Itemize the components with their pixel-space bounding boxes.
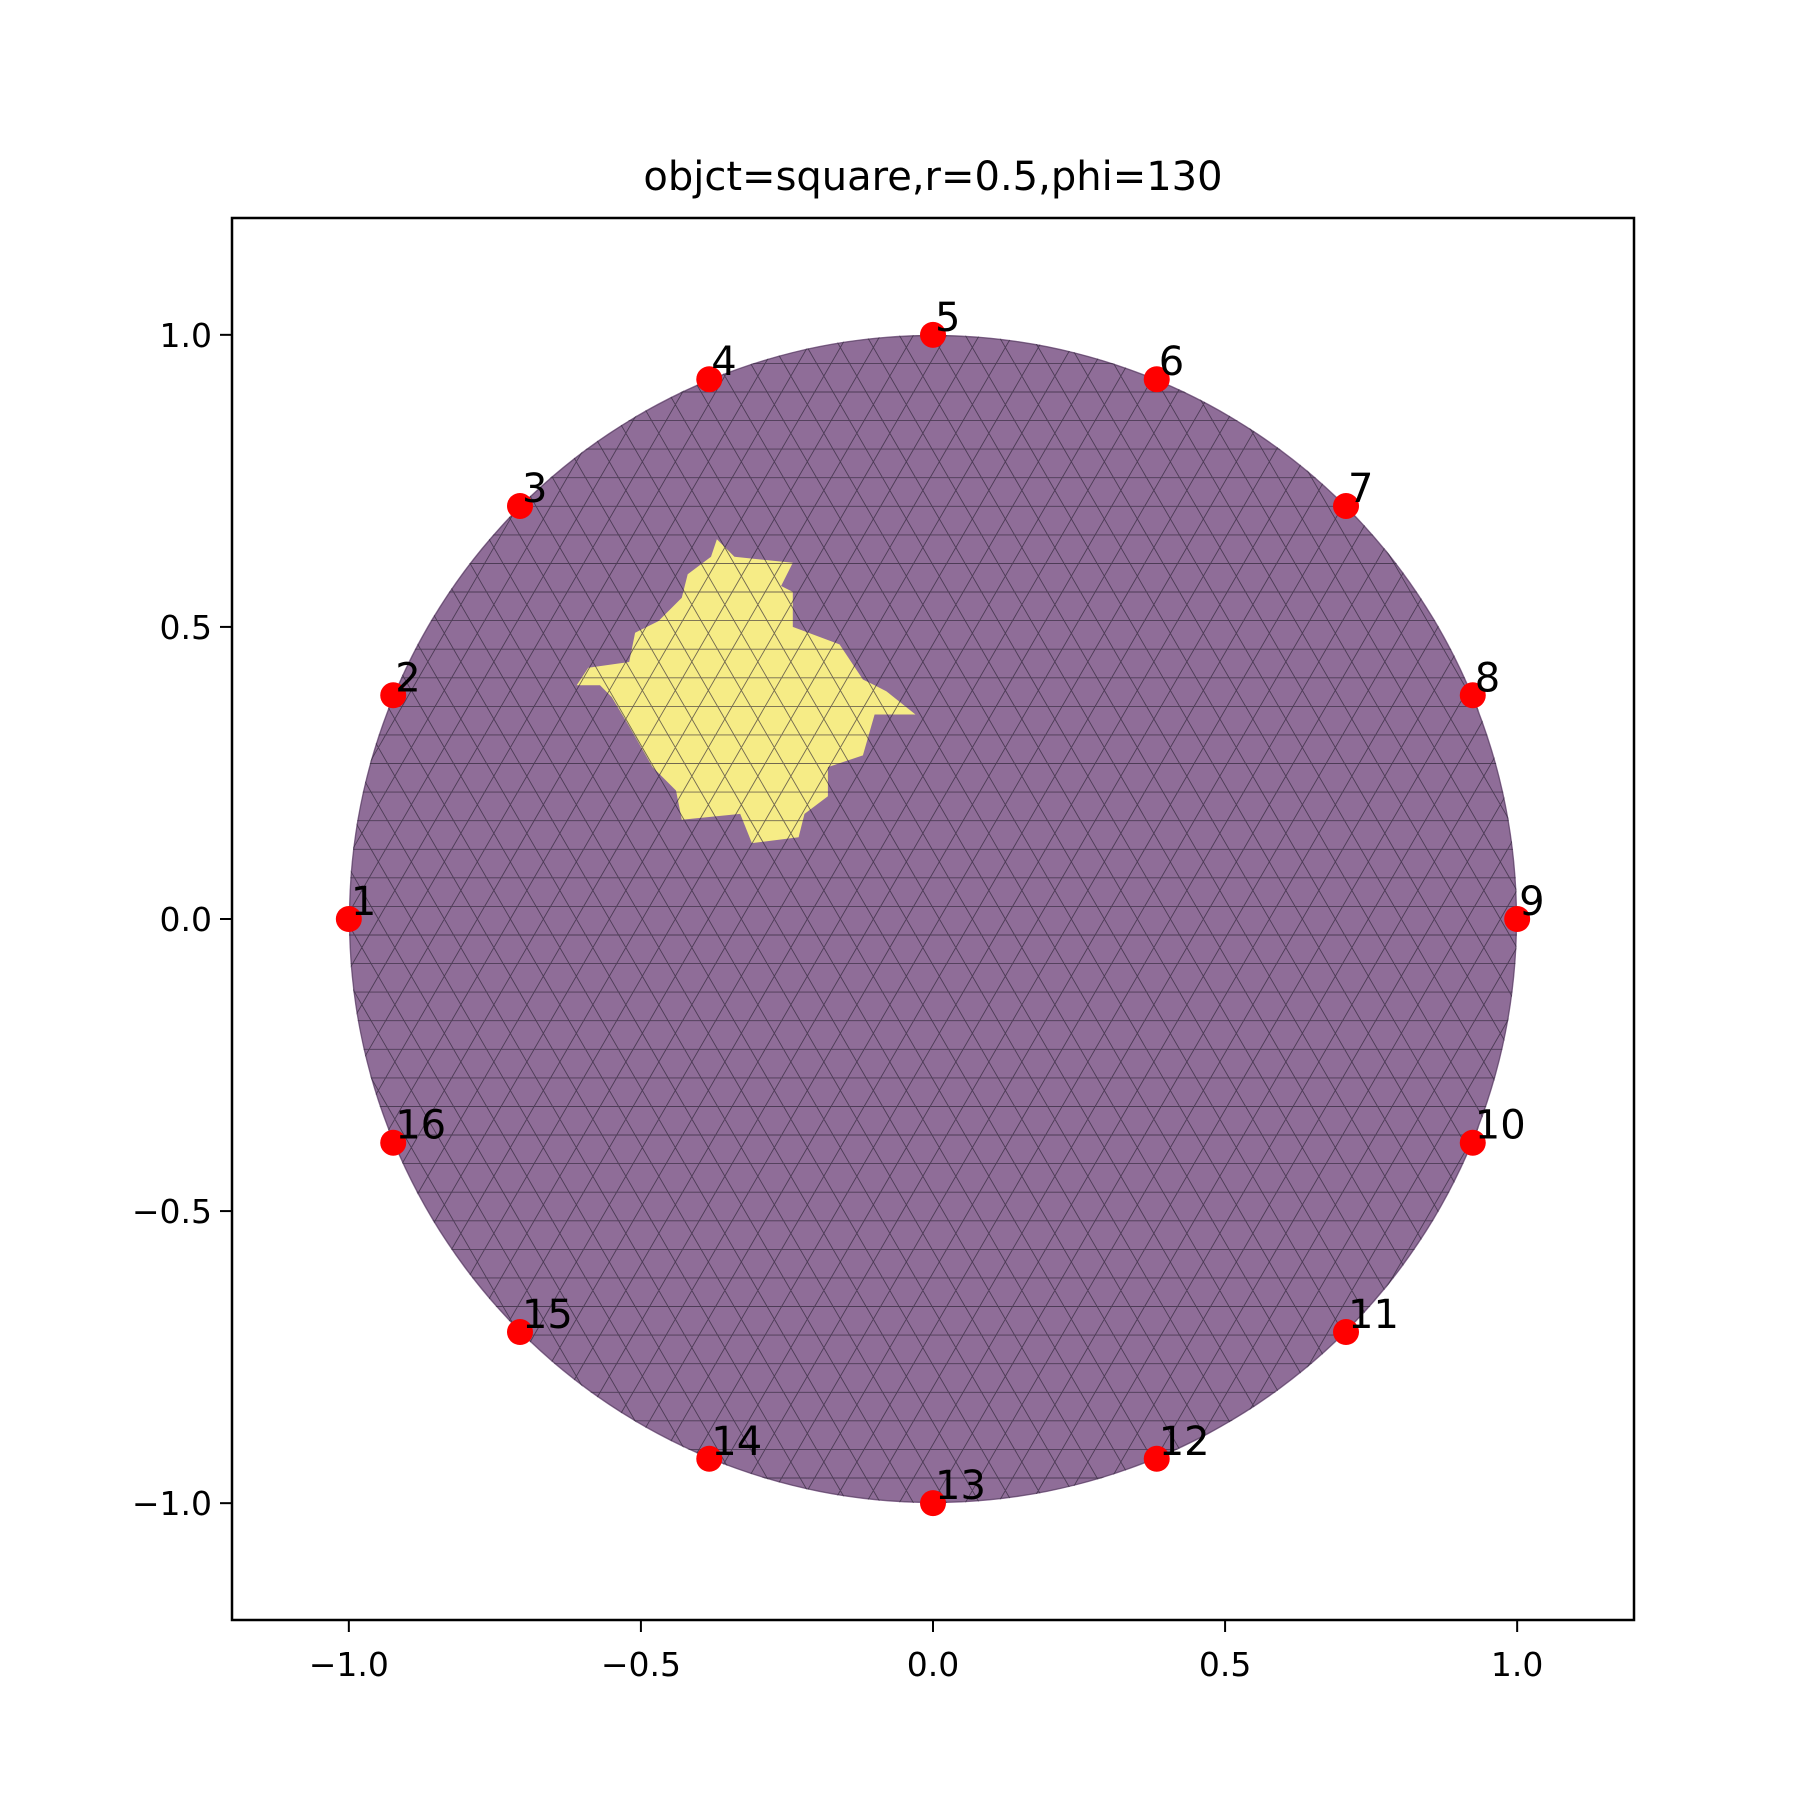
electrode-label: 3 — [522, 466, 547, 512]
electrode-label: 7 — [1348, 466, 1373, 512]
electrode-label: 5 — [935, 295, 960, 341]
electrode-label: 11 — [1348, 1292, 1399, 1338]
chart-title: objct=square,r=0.5,phi=130 — [643, 154, 1222, 200]
y-tick-label: 0.5 — [160, 608, 212, 647]
electrode-label: 10 — [1475, 1103, 1526, 1149]
electrode-label: 4 — [711, 339, 736, 385]
electrode-label: 2 — [395, 655, 420, 701]
y-tick-label: −0.5 — [132, 1192, 212, 1231]
y-tick-label: 0.0 — [160, 900, 212, 939]
electrode-label: 13 — [935, 1463, 986, 1509]
x-tick-label: −0.5 — [601, 1645, 681, 1684]
electrode-label: 14 — [711, 1419, 762, 1465]
electrode-label: 1 — [351, 879, 376, 925]
electrode-label: 16 — [395, 1103, 446, 1149]
electrode-label: 8 — [1475, 655, 1500, 701]
electrode-label: 12 — [1159, 1419, 1210, 1465]
electrode-label: 15 — [522, 1292, 573, 1338]
x-tick-label: 0.0 — [907, 1645, 959, 1684]
electrode-label: 9 — [1519, 879, 1544, 925]
x-tick-label: 1.0 — [1491, 1645, 1543, 1684]
y-tick-label: 1.0 — [160, 316, 212, 355]
x-tick-label: 0.5 — [1199, 1645, 1251, 1684]
y-tick-label: −1.0 — [132, 1484, 212, 1523]
x-tick-label: −1.0 — [309, 1645, 389, 1684]
electrode-label: 6 — [1159, 339, 1184, 385]
